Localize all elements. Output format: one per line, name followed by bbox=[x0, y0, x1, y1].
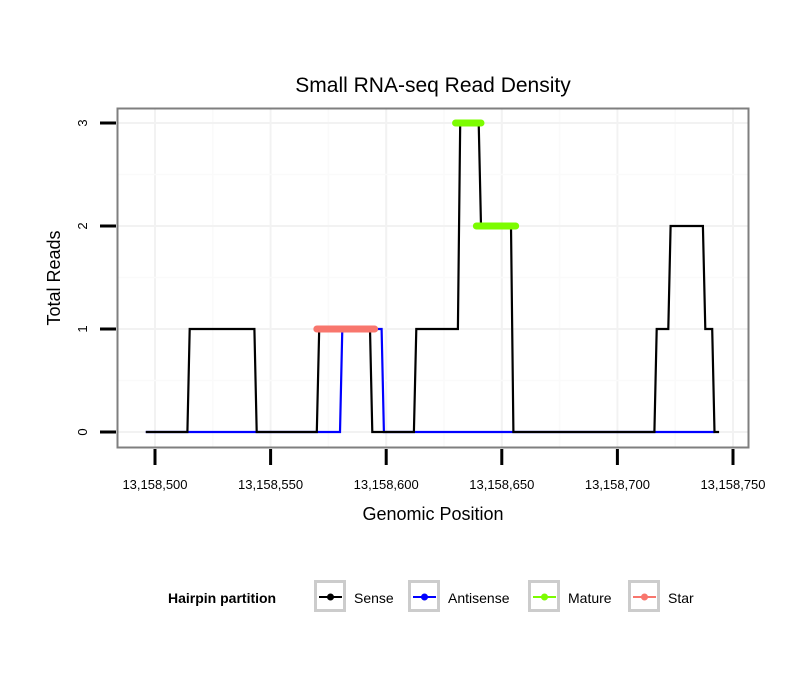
legend-item-star: Star bbox=[628, 580, 694, 612]
y-tick-label: 2 bbox=[75, 222, 90, 229]
x-tick-label: 13,158,700 bbox=[585, 477, 650, 492]
x-tick-label: 13,158,550 bbox=[238, 477, 303, 492]
legend-key-point bbox=[541, 593, 548, 601]
legend-label: Mature bbox=[568, 590, 612, 606]
x-tick-label: 13,158,750 bbox=[700, 477, 765, 492]
legend-key-point bbox=[327, 593, 334, 601]
legend-item-sense: Sense bbox=[314, 580, 394, 612]
legend-label: Star bbox=[668, 590, 694, 606]
y-tick-label: 1 bbox=[75, 325, 90, 332]
y-axis-title: Total Reads bbox=[44, 230, 64, 325]
legend-label: Sense bbox=[354, 590, 394, 606]
x-tick-label: 13,158,500 bbox=[122, 477, 187, 492]
legend: Hairpin partition Sense Antisense Mature St… bbox=[168, 580, 694, 612]
legend-key-point bbox=[421, 593, 428, 601]
legend-label: Antisense bbox=[448, 590, 510, 606]
legend-title: Hairpin partition bbox=[168, 590, 276, 606]
chart-title: Small RNA-seq Read Density bbox=[295, 74, 571, 97]
plot-panel bbox=[116, 107, 750, 449]
series-layer bbox=[145, 119, 720, 434]
legend-item-mature: Mature bbox=[528, 580, 612, 612]
x-axis-title: Genomic Position bbox=[362, 504, 503, 524]
y-axis: 0 1 2 3 bbox=[75, 119, 116, 436]
y-tick-label: 3 bbox=[75, 119, 90, 126]
x-tick-label: 13,158,600 bbox=[354, 477, 419, 492]
x-tick-label: 13,158,650 bbox=[469, 477, 534, 492]
x-axis: 13,158,500 13,158,550 13,158,600 13,158,650… bbox=[122, 449, 766, 492]
legend-item-antisense: Antisense bbox=[408, 580, 510, 612]
y-tick-label: 0 bbox=[75, 428, 90, 435]
legend-key-point bbox=[641, 593, 648, 601]
